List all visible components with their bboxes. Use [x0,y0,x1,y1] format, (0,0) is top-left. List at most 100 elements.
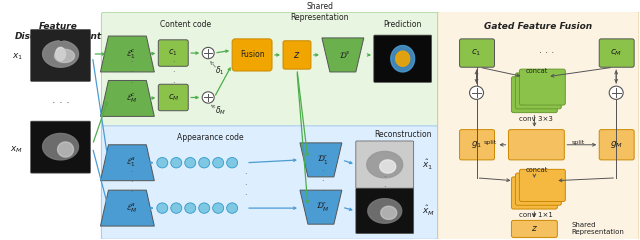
Circle shape [227,157,237,168]
Text: $\mathcal{E}_1^c$: $\mathcal{E}_1^c$ [127,47,136,61]
Text: Content code: Content code [159,20,211,29]
Polygon shape [43,133,79,160]
Polygon shape [368,199,402,223]
Polygon shape [322,38,364,72]
Text: ·
·
·: · · · [321,167,324,197]
Text: split: split [572,140,584,145]
Polygon shape [381,206,397,219]
Text: $\mathcal{E}_M^c$: $\mathcal{E}_M^c$ [125,92,137,105]
Circle shape [171,203,182,213]
Text: $\delta_1$: $\delta_1$ [215,65,225,77]
Polygon shape [58,142,74,157]
Text: Shared
Representation: Shared Representation [572,222,624,235]
Text: Prediction: Prediction [383,20,422,29]
Text: $\mathcal{E}_M^a$: $\mathcal{E}_M^a$ [125,201,137,215]
FancyBboxPatch shape [158,84,188,111]
Text: $c_M$: $c_M$ [610,48,622,58]
Polygon shape [380,160,396,173]
FancyBboxPatch shape [31,121,90,173]
Text: ·
·
·: · · · [130,58,132,88]
Polygon shape [367,151,403,178]
Text: $z$: $z$ [293,50,301,60]
Polygon shape [56,47,65,61]
Text: conv 3×3: conv 3×3 [520,116,554,122]
Circle shape [202,92,214,103]
Circle shape [227,203,237,213]
FancyBboxPatch shape [515,73,561,109]
Circle shape [212,203,223,213]
Text: $c_M$: $c_M$ [168,92,179,103]
FancyBboxPatch shape [599,39,634,67]
Text: Fusion: Fusion [240,50,264,60]
Circle shape [198,157,210,168]
Text: $x_M$: $x_M$ [10,144,22,155]
Text: Appearance code: Appearance code [177,133,243,142]
Text: ·
·: · · [383,173,386,192]
Text: $\hat{x}_M$: $\hat{x}_M$ [422,204,435,218]
Polygon shape [100,145,154,181]
Text: Gated Feature Fusion: Gated Feature Fusion [484,22,593,31]
Text: concat: concat [525,167,548,173]
FancyBboxPatch shape [374,35,431,82]
Circle shape [185,203,196,213]
Text: $c_1$: $c_1$ [471,48,482,58]
FancyBboxPatch shape [511,220,557,237]
Circle shape [198,203,210,213]
Text: conv 1×1: conv 1×1 [520,212,554,218]
Text: · · ·: · · · [52,98,70,108]
Polygon shape [100,36,154,72]
Text: $g_M$: $g_M$ [610,139,623,150]
FancyBboxPatch shape [520,169,565,202]
Text: $\mathcal{E}_1^a$: $\mathcal{E}_1^a$ [127,156,136,169]
Polygon shape [100,190,154,226]
Text: $c_1$: $c_1$ [168,48,178,58]
Text: $x_1$: $x_1$ [12,52,22,62]
Text: $\mathcal{D}_M^r$: $\mathcal{D}_M^r$ [316,200,330,214]
Polygon shape [391,46,415,72]
Polygon shape [43,41,79,67]
Circle shape [202,47,214,59]
FancyBboxPatch shape [520,69,565,105]
FancyBboxPatch shape [460,130,495,160]
Circle shape [185,157,196,168]
Circle shape [212,157,223,168]
FancyBboxPatch shape [508,130,564,160]
Circle shape [609,86,623,99]
Text: $g_1$: $g_1$ [471,139,482,150]
FancyBboxPatch shape [283,41,311,69]
Text: ·
·
·: · · · [172,58,175,88]
FancyBboxPatch shape [158,40,188,66]
Text: $z$: $z$ [531,224,538,234]
FancyBboxPatch shape [356,188,413,234]
Text: $\delta_M$: $\delta_M$ [215,104,227,117]
Text: Shared
Representation: Shared Representation [291,2,349,22]
Text: $\mathcal{D}^s$: $\mathcal{D}^s$ [339,49,351,60]
FancyBboxPatch shape [515,173,561,205]
Text: Feature
Disentanglement: Feature Disentanglement [15,22,102,41]
FancyBboxPatch shape [232,39,272,71]
FancyBboxPatch shape [460,39,495,67]
Text: $\mathcal{D}_1^r$: $\mathcal{D}_1^r$ [317,153,329,167]
FancyBboxPatch shape [511,177,557,209]
Polygon shape [300,143,342,177]
Text: Reconstruction: Reconstruction [374,130,431,139]
Text: $\hat{x}_1$: $\hat{x}_1$ [422,157,433,172]
Circle shape [157,203,168,213]
Polygon shape [300,190,342,224]
FancyBboxPatch shape [438,12,639,240]
Circle shape [157,157,168,168]
FancyBboxPatch shape [599,130,634,160]
FancyBboxPatch shape [102,126,438,239]
Text: ·
·
·: · · · [244,170,246,200]
FancyBboxPatch shape [511,77,557,113]
Polygon shape [54,49,74,62]
Circle shape [470,86,483,99]
Text: ·
·
·: · · · [130,168,132,198]
FancyBboxPatch shape [356,141,413,188]
Text: split: split [483,140,497,145]
FancyBboxPatch shape [31,30,90,81]
Text: · · ·: · · · [539,48,554,58]
Polygon shape [100,80,154,116]
Text: concat: concat [525,68,548,74]
Circle shape [171,157,182,168]
